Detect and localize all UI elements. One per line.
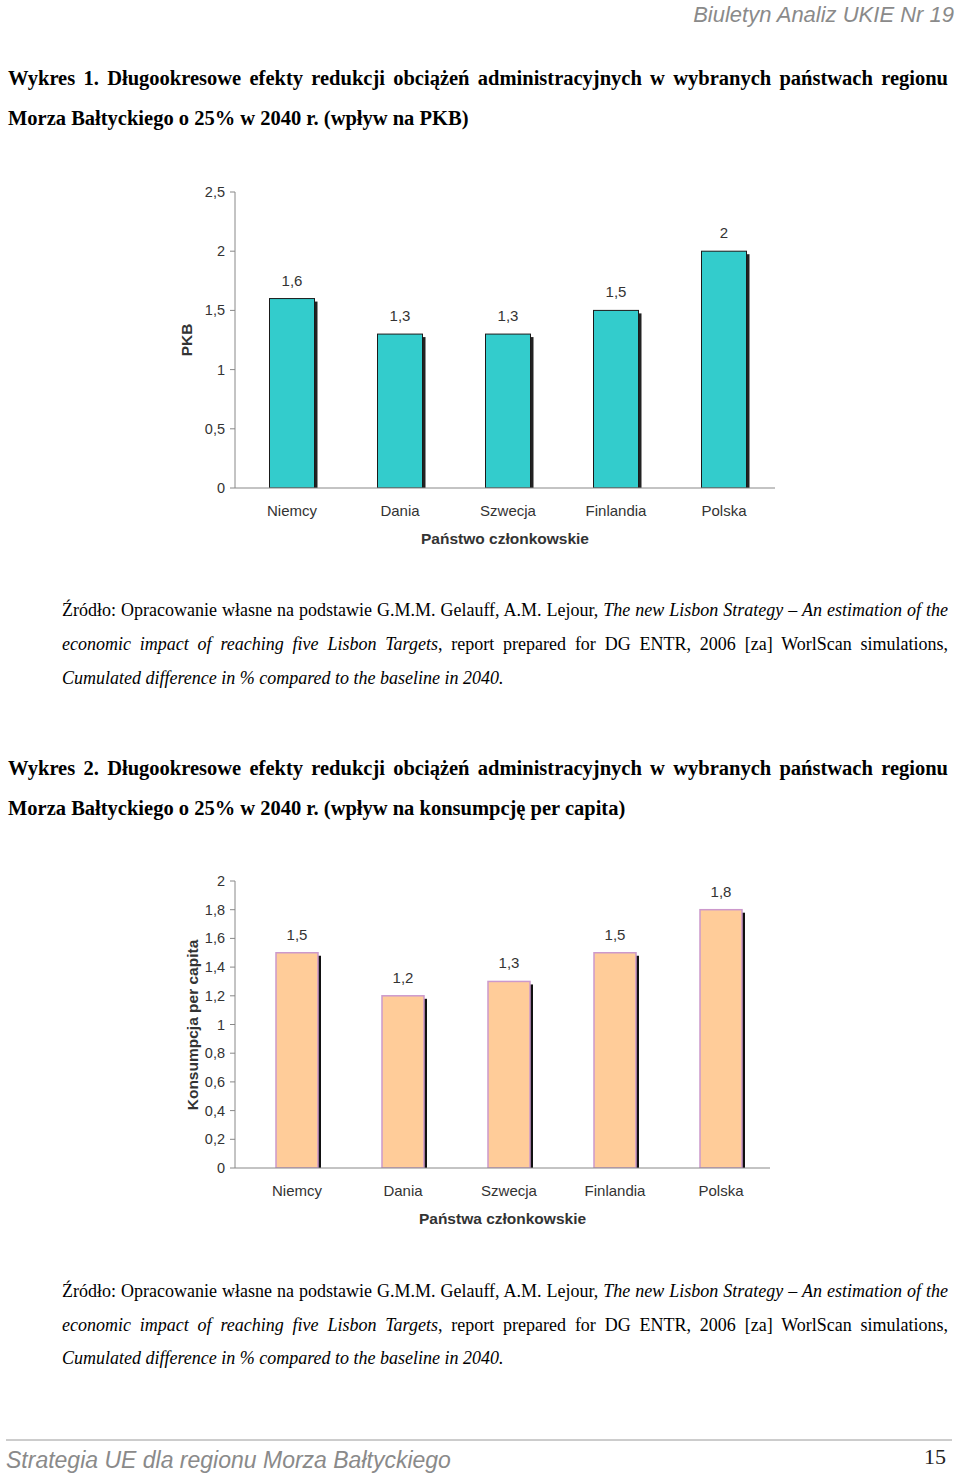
plot-area [276,910,745,1168]
x-tick-label: Dania [383,1182,423,1199]
y-tick-label: 0,6 [205,1074,225,1090]
bar [594,953,636,1168]
y-tick-label: 1,2 [205,988,225,1004]
chart-title: Wykres 2. Długookresowe efekty redukcji … [8,748,948,828]
y-tick [230,967,235,968]
y-tick-label: 0,8 [205,1045,225,1061]
y-tick [230,1110,235,1111]
bar [700,910,742,1168]
y-tick-label: 1,6 [205,930,225,946]
y-axis [235,192,236,488]
data-label: 2 [720,224,728,241]
y-tick-label: 1,8 [205,902,225,918]
x-tick-label: Polska [701,502,747,519]
data-label: 1,3 [499,954,520,971]
footer-rule [6,1440,952,1441]
y-tick-label: 0,4 [205,1103,225,1119]
source-segment: , report prepared for DG ENTR, 2006 [za]… [438,1315,948,1335]
y-tick [230,1139,235,1140]
data-label: 1,5 [606,283,627,300]
data-label: 1,3 [498,307,519,324]
data-label: 1,5 [605,926,626,943]
source-segment: Źródło: Opracowanie własne na podstawie … [62,600,603,620]
x-tick-label: Polska [698,1182,744,1199]
y-tick-label: 0 [217,480,225,496]
y-tick [230,1081,235,1082]
data-label: 1,8 [711,883,732,900]
y-tick [230,1168,235,1169]
source-segment: Cumulated difference in % compared to th… [62,1348,504,1368]
x-axis [235,488,775,489]
source-segment: Cumulated difference in % compared to th… [62,668,504,688]
y-tick-label: 1 [217,362,225,378]
x-axis-title: Państwo członkowskie [421,530,589,547]
x-tick-label: Finlandia [586,502,648,519]
y-tick-label: 1,5 [205,302,225,318]
x-tick-label: Szwecja [481,1182,538,1199]
data-label: 1,2 [393,969,414,986]
bar [378,334,423,488]
data-label: 1,5 [287,926,308,943]
y-tick [230,488,235,489]
y-tick [230,909,235,910]
y-tick [230,995,235,996]
source-note: Źródło: Opracowanie własne na podstawie … [62,593,948,695]
y-tick-label: 1 [217,1017,225,1033]
source-note: Źródło: Opracowanie własne na podstawie … [62,1275,948,1376]
plot-area [270,251,750,488]
bar [594,310,639,488]
chart: 0 0,5 1 1,5 2 2,5 Niemcy Dania Szwecja Finlandia P… [178,184,775,547]
bar [270,299,315,488]
footer-title: Strategia UE dla regionu Morza Bałtyckie… [6,1447,451,1474]
x-axis [235,1168,770,1169]
data-label: 1,3 [390,307,411,324]
y-tick-label: 1,4 [205,959,225,975]
page-number: 15 [924,1444,946,1470]
y-tick-label: 2 [217,243,225,259]
y-tick-label: 0,5 [205,421,225,437]
y-tick [230,1024,235,1025]
x-axis-title: Państwa członkowskie [419,1210,586,1227]
y-tick-label: 0 [217,1160,225,1176]
chart: 0 0,2 0,4 0,6 0,8 1 1,2 1,4 1,6 1,8 2 Niemcy Dania Sz… [184,873,770,1227]
source-segment: Źródło: Opracowanie własne na podstawie … [62,1281,603,1301]
y-axis-title: Konsumpcja per capita [184,939,201,1110]
bar [276,953,318,1168]
x-tick-label: Szwecja [480,502,537,519]
y-tick [230,428,235,429]
header: Biuletyn Analiz UKIE Nr 19 [693,2,954,28]
x-tick-label: Dania [380,502,420,519]
charts-canvas: 0 0,5 1 1,5 2 2,5 Niemcy Dania Szwecja Finlandia P… [0,0,960,1478]
data-label: 1,6 [282,272,303,289]
y-tick-label: 0,2 [205,1131,225,1147]
y-axis-title: PKB [178,324,195,357]
y-tick [230,251,235,252]
page: {"header": {"text": "Biuletyn Analiz UKI… [0,0,960,1478]
bar [488,981,530,1168]
bar [702,251,747,488]
y-tick [230,369,235,370]
x-tick-label: Niemcy [272,1182,323,1199]
y-tick-label: 2,5 [205,184,225,200]
y-tick [230,192,235,193]
chart-title: Wykres 1. Długookresowe efekty redukcji … [8,58,948,138]
x-tick-label: Niemcy [267,502,318,519]
y-tick [230,881,235,882]
x-tick-label: Finlandia [585,1182,647,1199]
y-tick [230,938,235,939]
y-tick-label: 2 [217,873,225,889]
bar [382,996,424,1168]
source-segment: , report prepared for DG ENTR, 2006 [za]… [438,634,948,654]
bar [486,334,531,488]
y-tick [230,1053,235,1054]
y-tick [230,310,235,311]
